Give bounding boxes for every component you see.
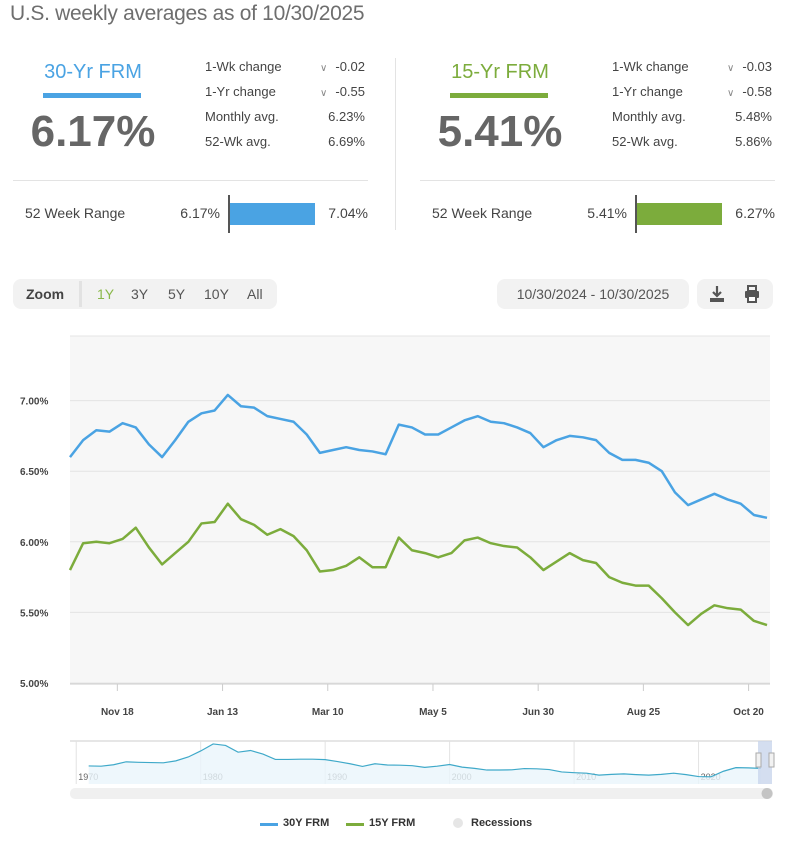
divider — [13, 180, 368, 181]
stat-value: 6.23% — [328, 109, 365, 124]
week-range: 52 Week Range 6.17% 7.04% — [13, 195, 368, 235]
zoom-1y-button[interactable]: 1Y — [97, 286, 115, 302]
stat-label: 52-Wk avg. — [612, 134, 678, 149]
chevron-down-icon: ∨ — [320, 63, 328, 74]
range-low: 6.17% — [180, 205, 220, 221]
stat-row: 1-Wk change ∨ -0.02 — [205, 59, 365, 84]
legend-swatch-recessions — [453, 818, 463, 828]
stat-label: 1-Wk change — [205, 59, 282, 74]
stat-row: 1-Yr change ∨ -0.58 — [612, 84, 772, 109]
stat-row: Monthly avg. 6.23% — [205, 109, 365, 134]
navigator-line — [88, 743, 761, 778]
range-high: 7.04% — [328, 205, 368, 221]
product-underline — [450, 93, 548, 98]
stat-row: 1-Yr change ∨ -0.55 — [205, 84, 365, 109]
x-tick-label: Aug 25 — [627, 707, 661, 718]
product-underline — [43, 93, 141, 98]
navigator-selection — [758, 741, 772, 784]
print-icon[interactable] — [744, 285, 760, 303]
legend-30y[interactable]: 30Y FRM — [283, 817, 330, 829]
navigator-handle-right — [768, 752, 775, 768]
stat-label: 52-Wk avg. — [205, 134, 271, 149]
navigator-scrollbar — [70, 788, 773, 799]
product-name: 30-Yr FRM — [44, 61, 142, 83]
zoom-selector: Zoom 1Y 3Y 5Y 10Y All — [13, 279, 277, 309]
zoom-divider — [79, 281, 82, 307]
chevron-down-icon: ∨ — [320, 88, 328, 99]
x-tick-label: Nov 18 — [101, 707, 134, 718]
x-tick-label: May 5 — [419, 707, 447, 718]
stat-label: 1-Wk change — [612, 59, 689, 74]
stats-list: 1-Wk change ∨ -0.02 1-Yr change ∨ -0.55 Mont… — [205, 59, 365, 159]
range-label: 52 Week Range — [25, 205, 126, 221]
y-tick-label: 6.50% — [20, 467, 48, 478]
x-tick-label: Oct 20 — [733, 707, 764, 718]
panel-divider — [395, 58, 396, 230]
legend-15y[interactable]: 15Y FRM — [369, 817, 416, 829]
navigator-tick-label: 1970 — [78, 772, 98, 782]
zoom-3y-button[interactable]: 3Y — [131, 286, 149, 302]
series-line-15y — [68, 502, 768, 627]
zoom-10y-button[interactable]: 10Y — [204, 286, 229, 302]
range-label: 52 Week Range — [432, 205, 533, 221]
current-rate: 6.17% — [30, 107, 156, 156]
date-range-input[interactable]: 10/30/2024 - 10/30/2025 — [497, 279, 689, 309]
stat-row: 52-Wk avg. 5.86% — [612, 134, 772, 159]
stat-value: -0.03 — [742, 59, 772, 74]
export-buttons — [697, 279, 773, 309]
range-marker — [228, 195, 230, 233]
stat-label: 1-Yr change — [612, 84, 683, 99]
zoom-5y-button[interactable]: 5Y — [168, 286, 186, 302]
navigator-scrollbar-thumb[interactable] — [761, 788, 773, 799]
stat-row: Monthly avg. 5.48% — [612, 109, 772, 134]
range-high: 6.27% — [735, 205, 775, 221]
y-tick-label: 7.00% — [20, 397, 48, 408]
y-tick-label: 6.00% — [20, 538, 48, 549]
product-name: 15-Yr FRM — [451, 61, 549, 83]
current-rate: 5.41% — [437, 107, 563, 156]
y-tick-label: 5.50% — [20, 608, 48, 619]
zoom-all-button[interactable]: All — [247, 286, 263, 302]
stat-value: 6.69% — [328, 134, 365, 149]
rate-panel-15yr: 15-Yr FRM 5.41% 1-Wk change ∨ -0.03 1-Yr c… — [420, 55, 775, 235]
zoom-label: Zoom — [26, 286, 65, 302]
legend-swatch-30y — [260, 823, 278, 826]
y-tick-label: 5.00% — [20, 679, 48, 690]
x-tick-label: Jun 30 — [522, 707, 554, 718]
legend-recessions[interactable]: Recessions — [471, 817, 533, 829]
range-bar — [230, 203, 315, 225]
stat-label: Monthly avg. — [612, 109, 686, 124]
range-bar — [637, 203, 722, 225]
page-title: U.S. weekly averages as of 10/30/2025 — [10, 2, 365, 25]
x-tick-label: Mar 10 — [312, 707, 344, 718]
plot-area — [70, 336, 770, 683]
stats-list: 1-Wk change ∨ -0.03 1-Yr change ∨ -0.58 Mont… — [612, 59, 772, 159]
stat-label: 1-Yr change — [205, 84, 276, 99]
series-line-30y — [69, 393, 768, 520]
stat-value: -0.58 — [742, 84, 772, 99]
week-range: 52 Week Range 5.41% 6.27% — [420, 195, 775, 235]
range-marker — [635, 195, 637, 233]
stat-row: 52-Wk avg. 6.69% — [205, 134, 365, 159]
navigator-area-fill — [88, 743, 761, 784]
stat-label: Monthly avg. — [205, 109, 279, 124]
legend-swatch-15y — [346, 823, 364, 826]
stat-value: -0.02 — [335, 59, 365, 74]
stat-value: -0.55 — [335, 84, 365, 99]
stat-row: 1-Wk change ∨ -0.03 — [612, 59, 772, 84]
stat-value: 5.86% — [735, 134, 772, 149]
download-icon[interactable] — [709, 285, 725, 303]
chevron-down-icon: ∨ — [727, 63, 735, 74]
rate-panel-30yr: 30-Yr FRM 6.17% 1-Wk change ∨ -0.02 1-Yr c… — [13, 55, 368, 235]
range-low: 5.41% — [587, 205, 627, 221]
navigator-handle-left — [755, 752, 762, 768]
chevron-down-icon: ∨ — [727, 88, 735, 99]
divider — [420, 180, 775, 181]
x-tick-label: Jan 13 — [207, 707, 239, 718]
stat-value: 5.48% — [735, 109, 772, 124]
